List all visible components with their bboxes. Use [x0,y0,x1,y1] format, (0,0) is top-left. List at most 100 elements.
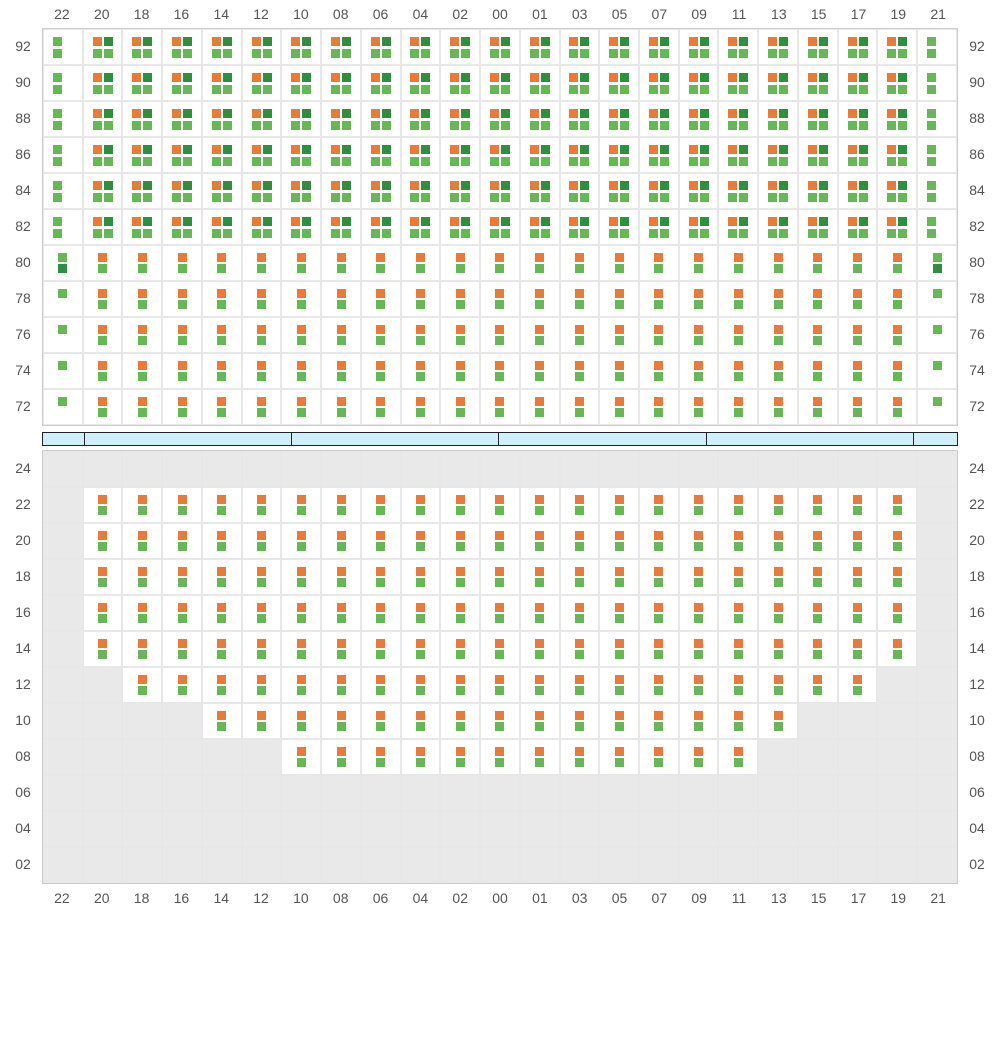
seat-cell[interactable] [480,703,520,739]
seat-cell[interactable] [758,353,798,389]
seat-cell[interactable] [480,245,520,281]
seat-cell[interactable] [838,209,878,245]
seat-cell[interactable] [401,137,441,173]
seat-cell[interactable] [281,595,321,631]
seat-cell[interactable] [480,29,520,65]
seat-cell[interactable] [599,523,639,559]
seat-cell[interactable] [202,631,242,667]
seat-cell[interactable] [718,739,758,775]
seat-cell[interactable] [480,595,520,631]
seat-cell[interactable] [361,245,401,281]
seat-cell[interactable] [917,101,957,137]
seat-cell[interactable] [639,595,679,631]
seat-cell[interactable] [798,353,838,389]
seat-cell[interactable] [560,209,600,245]
seat-cell[interactable] [361,389,401,425]
seat-cell[interactable] [401,667,441,703]
seat-cell[interactable] [440,667,480,703]
seat-cell[interactable] [401,101,441,137]
seat-cell[interactable] [917,173,957,209]
seat-cell[interactable] [679,353,719,389]
seat-cell[interactable] [798,65,838,101]
seat-cell[interactable] [798,137,838,173]
seat-cell[interactable] [440,281,480,317]
seat-cell[interactable] [560,101,600,137]
seat-cell[interactable] [281,559,321,595]
seat-cell[interactable] [242,173,282,209]
seat-cell[interactable] [361,739,401,775]
seat-cell[interactable] [798,245,838,281]
seat-cell[interactable] [718,631,758,667]
seat-cell[interactable] [838,29,878,65]
seat-cell[interactable] [83,631,123,667]
seat-cell[interactable] [838,523,878,559]
seat-cell[interactable] [520,317,560,353]
seat-cell[interactable] [281,631,321,667]
seat-cell[interactable] [758,65,798,101]
seat-cell[interactable] [639,65,679,101]
seat-cell[interactable] [917,137,957,173]
seat-cell[interactable] [361,353,401,389]
seat-cell[interactable] [281,317,321,353]
seat-cell[interactable] [122,101,162,137]
seat-cell[interactable] [718,487,758,523]
seat-cell[interactable] [679,209,719,245]
seat-cell[interactable] [917,353,957,389]
seat-cell[interactable] [83,523,123,559]
seat-cell[interactable] [361,317,401,353]
seat-cell[interactable] [321,487,361,523]
seat-cell[interactable] [242,703,282,739]
seat-cell[interactable] [281,173,321,209]
seat-cell[interactable] [321,29,361,65]
seat-cell[interactable] [520,29,560,65]
seat-cell[interactable] [480,101,520,137]
seat-cell[interactable] [83,65,123,101]
seat-cell[interactable] [122,209,162,245]
seat-cell[interactable] [798,487,838,523]
seat-cell[interactable] [599,739,639,775]
seat-cell[interactable] [639,353,679,389]
seat-cell[interactable] [679,739,719,775]
seat-cell[interactable] [480,631,520,667]
seat-cell[interactable] [401,209,441,245]
seat-cell[interactable] [838,667,878,703]
seat-cell[interactable] [520,739,560,775]
seat-cell[interactable] [838,559,878,595]
seat-cell[interactable] [321,353,361,389]
seat-cell[interactable] [401,173,441,209]
seat-cell[interactable] [321,65,361,101]
seat-cell[interactable] [480,389,520,425]
seat-cell[interactable] [679,631,719,667]
seat-cell[interactable] [162,281,202,317]
seat-cell[interactable] [560,739,600,775]
seat-cell[interactable] [599,631,639,667]
seat-cell[interactable] [281,245,321,281]
seat-cell[interactable] [281,523,321,559]
seat-cell[interactable] [162,65,202,101]
seat-cell[interactable] [242,209,282,245]
seat-cell[interactable] [639,523,679,559]
seat-cell[interactable] [798,389,838,425]
seat-cell[interactable] [440,137,480,173]
seat-cell[interactable] [43,353,83,389]
seat-cell[interactable] [877,631,917,667]
seat-cell[interactable] [281,667,321,703]
seat-cell[interactable] [758,209,798,245]
seat-cell[interactable] [281,353,321,389]
seat-cell[interactable] [162,209,202,245]
seat-cell[interactable] [401,29,441,65]
seat-cell[interactable] [520,101,560,137]
seat-cell[interactable] [83,173,123,209]
seat-cell[interactable] [718,101,758,137]
seat-cell[interactable] [560,173,600,209]
seat-cell[interactable] [242,137,282,173]
seat-cell[interactable] [679,245,719,281]
seat-cell[interactable] [599,173,639,209]
seat-cell[interactable] [43,317,83,353]
seat-cell[interactable] [639,739,679,775]
seat-cell[interactable] [520,595,560,631]
seat-cell[interactable] [560,137,600,173]
seat-cell[interactable] [122,281,162,317]
seat-cell[interactable] [122,523,162,559]
seat-cell[interactable] [202,595,242,631]
